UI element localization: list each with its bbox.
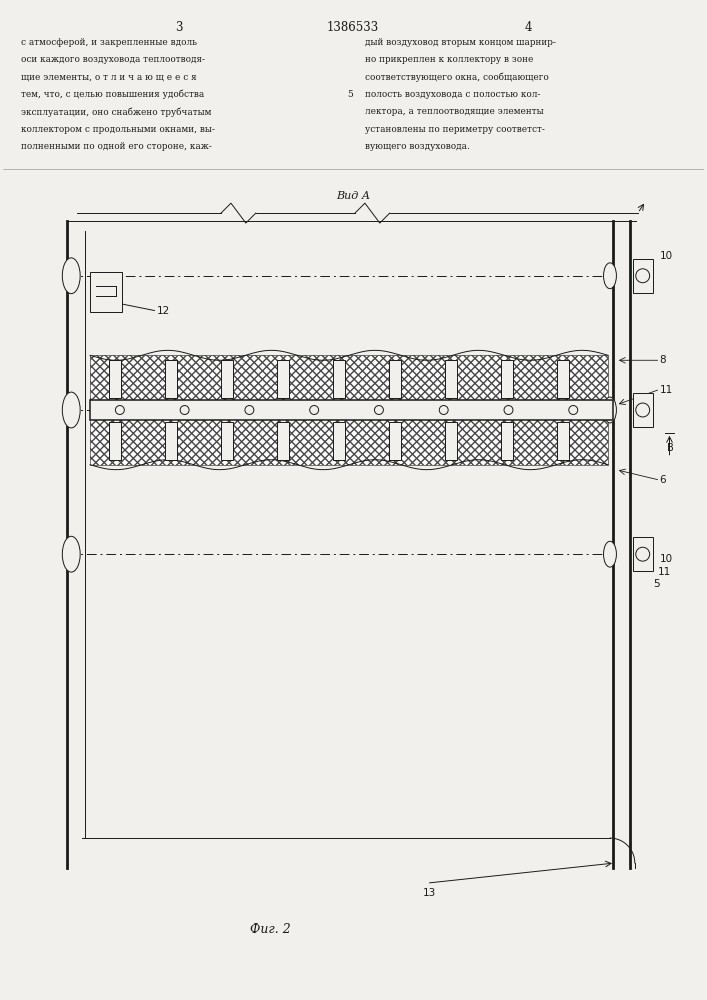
Circle shape	[439, 406, 448, 414]
Bar	[165, 360, 177, 398]
Circle shape	[180, 406, 189, 414]
Text: 6: 6	[660, 475, 666, 485]
Bar	[90, 355, 608, 465]
Text: 11: 11	[658, 567, 671, 577]
Circle shape	[375, 406, 383, 414]
Text: вующего воздуховода.: вующего воздуховода.	[365, 142, 469, 151]
Text: полость воздуховода с полостью кол-: полость воздуховода с полостью кол-	[365, 90, 540, 99]
Text: с атмосферой, и закрепленные вдоль: с атмосферой, и закрепленные вдоль	[21, 38, 197, 47]
Text: 10: 10	[660, 251, 672, 261]
Bar	[277, 422, 289, 460]
Text: щие элементы, о т л и ч а ю щ е е с я: щие элементы, о т л и ч а ю щ е е с я	[21, 72, 197, 81]
Text: 8: 8	[660, 355, 666, 365]
Bar	[501, 360, 513, 398]
Text: 11: 11	[660, 385, 673, 395]
Text: 4: 4	[525, 21, 532, 34]
Circle shape	[115, 406, 124, 414]
Circle shape	[569, 406, 578, 414]
Bar	[109, 360, 121, 398]
Text: В: В	[667, 443, 673, 453]
Bar	[633, 537, 653, 571]
Text: 12: 12	[156, 306, 170, 316]
Text: 10: 10	[660, 554, 672, 564]
Ellipse shape	[604, 541, 617, 567]
Text: 5: 5	[347, 90, 353, 99]
Text: 13: 13	[423, 888, 436, 898]
Text: установлены по периметру соответст-: установлены по периметру соответст-	[365, 125, 545, 134]
Text: полненными по одной его стороне, каж-: полненными по одной его стороне, каж-	[21, 142, 211, 151]
Ellipse shape	[62, 392, 80, 428]
Bar	[390, 360, 401, 398]
Text: Вид А: Вид А	[336, 191, 370, 201]
Bar	[109, 422, 121, 460]
Bar	[165, 422, 177, 460]
Circle shape	[636, 403, 650, 417]
Bar	[90, 272, 122, 312]
Text: 1386533: 1386533	[327, 21, 379, 34]
Bar	[501, 422, 513, 460]
Bar	[333, 422, 345, 460]
Circle shape	[310, 406, 319, 414]
Ellipse shape	[604, 397, 617, 423]
Ellipse shape	[604, 263, 617, 289]
Text: тем, что, с целью повышения удобства: тем, что, с целью повышения удобства	[21, 90, 204, 99]
Text: но прикреплен к коллектору в зоне: но прикреплен к коллектору в зоне	[365, 55, 533, 64]
Circle shape	[636, 547, 650, 561]
Bar	[90, 355, 608, 465]
Ellipse shape	[62, 536, 80, 572]
Bar	[390, 422, 401, 460]
Text: эксплуатации, оно снабжено трубчатым: эксплуатации, оно снабжено трубчатым	[21, 107, 211, 117]
Bar	[90, 400, 613, 420]
Text: коллектором с продольными окнами, вы-: коллектором с продольными окнами, вы-	[21, 125, 214, 134]
Circle shape	[636, 269, 650, 283]
Bar	[557, 422, 569, 460]
Text: 3: 3	[175, 21, 182, 34]
Text: Фиг. 2: Фиг. 2	[250, 923, 291, 936]
Bar	[277, 360, 289, 398]
Text: 5: 5	[654, 579, 660, 589]
Text: дый воздуховод вторым концом шарнир-: дый воздуховод вторым концом шарнир-	[365, 38, 556, 47]
Bar	[221, 422, 233, 460]
Bar	[445, 360, 457, 398]
Text: лектора, а теплоотводящие элементы: лектора, а теплоотводящие элементы	[365, 107, 544, 116]
Text: соответствующего окна, сообщающего: соответствующего окна, сообщающего	[365, 72, 549, 82]
Bar	[557, 360, 569, 398]
Bar	[445, 422, 457, 460]
Ellipse shape	[62, 258, 80, 294]
Bar	[633, 393, 653, 427]
Bar	[333, 360, 345, 398]
Circle shape	[245, 406, 254, 414]
Bar	[90, 355, 608, 465]
Circle shape	[504, 406, 513, 414]
Bar	[633, 259, 653, 293]
Text: оси каждого воздуховода теплоотводя-: оси каждого воздуховода теплоотводя-	[21, 55, 204, 64]
Bar	[221, 360, 233, 398]
